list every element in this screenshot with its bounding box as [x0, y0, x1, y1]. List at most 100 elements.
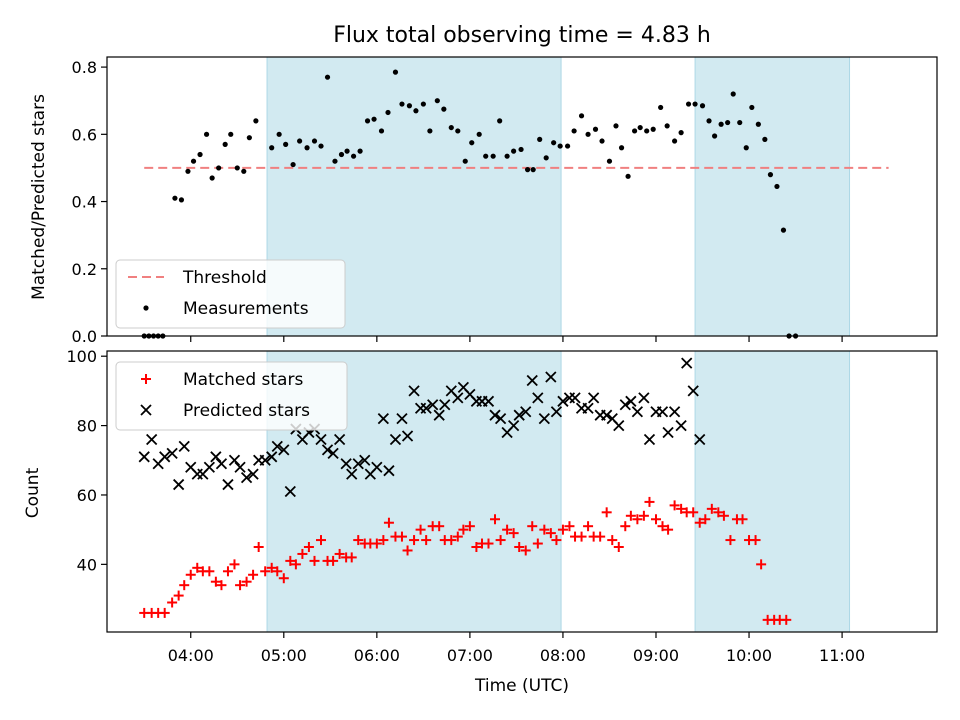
measurement-point — [413, 108, 419, 114]
matched-star-marker — [278, 573, 289, 584]
matched-star-marker — [471, 542, 482, 553]
predicted-star-marker — [526, 374, 538, 387]
legend-box — [115, 259, 346, 329]
measurement-point — [762, 136, 768, 142]
matched-star-marker — [725, 535, 736, 546]
legend-entry: Matched stars — [141, 370, 303, 390]
measurement-point — [504, 153, 510, 159]
y-tick-label: 100 — [66, 347, 97, 366]
y-tick-label: 40 — [77, 555, 97, 574]
predicted-star-marker — [662, 426, 674, 439]
predicted-star-marker — [675, 419, 687, 432]
legend: Matched stars Predicted stars — [115, 361, 348, 431]
measurement-point — [246, 135, 252, 141]
matched-star-marker — [309, 555, 320, 566]
matched-star-marker — [383, 517, 394, 528]
measurement-point — [371, 116, 377, 122]
matched-star-marker — [625, 510, 636, 521]
predicted-star-marker — [215, 458, 228, 470]
measurement-point — [530, 167, 536, 173]
matched-star-marker — [179, 580, 190, 591]
predicted-star-marker — [489, 409, 501, 421]
predicted-star-marker — [389, 433, 402, 446]
axes-frame — [106, 56, 938, 337]
predicted-star-marker — [694, 433, 706, 446]
measurement-point — [524, 167, 531, 173]
measurement-point — [222, 141, 228, 147]
measurement-point — [678, 130, 684, 136]
count-panel: 40 60 80 100 04:00 05:00 06:00 07:00 08:00 09:00 1… — [66, 347, 938, 665]
measurement-point — [350, 153, 357, 159]
matched-star-marker — [551, 535, 562, 546]
predicted-star-marker — [507, 419, 520, 432]
matched-star-marker — [285, 555, 296, 566]
measurement-point — [283, 141, 289, 147]
measurement-point — [557, 143, 563, 149]
predicted-star-marker — [321, 444, 334, 456]
matched-star-marker — [371, 538, 382, 549]
matched-star-marker — [303, 542, 314, 553]
matched-star-marker — [520, 545, 531, 556]
matched-star-marker — [210, 576, 221, 587]
matched-star-marker — [260, 566, 271, 577]
measurement-point — [543, 155, 549, 161]
measurement-point — [767, 172, 774, 178]
measurement-point — [427, 128, 433, 134]
chart-title: Flux total observing time = 4.83 h — [333, 23, 711, 48]
matched-star-marker — [576, 531, 587, 542]
predicted-star-marker — [222, 478, 234, 491]
predicted-star-marker — [538, 413, 550, 425]
ratio-panel: 0.0 0.2 0.4 0.6 0.8 Threshold Measurements — [72, 56, 938, 346]
measurement-point — [743, 145, 749, 151]
predicted-star-marker — [532, 392, 544, 404]
matched-star-marker — [663, 524, 674, 535]
predicted-star-marker — [352, 458, 364, 470]
matched-star-marker — [346, 552, 357, 563]
x-tick-label: 04:00 — [168, 646, 214, 665]
predicted-star-marker — [656, 406, 669, 418]
measurement-point — [637, 124, 643, 131]
matched-star-marker — [539, 524, 550, 535]
predicted-star-marker — [259, 454, 271, 466]
matched-star-marker — [688, 507, 699, 518]
measurement-point — [434, 98, 440, 104]
predicted-star-marker — [346, 468, 358, 480]
y-tick-label: 0.6 — [72, 125, 97, 144]
predicted-star-marker — [420, 402, 432, 414]
measurement-point — [197, 151, 203, 158]
matched-star-marker — [216, 580, 227, 591]
matched-star-marker — [483, 538, 494, 549]
predicted-star-marker — [494, 413, 507, 425]
measurement-point — [725, 119, 731, 126]
y-tick-label: 0.8 — [72, 58, 97, 77]
measurement-point — [483, 153, 489, 159]
matched-star-marker — [495, 535, 506, 546]
predicted-star-marker — [166, 447, 178, 459]
matched-star-marker — [502, 524, 513, 535]
measurement-point — [644, 128, 650, 134]
observing-window-band — [694, 350, 851, 633]
measurement-point — [406, 103, 413, 109]
matched-star-marker — [378, 535, 389, 546]
matched-star-marker — [334, 548, 345, 559]
predicted-star-marker — [315, 433, 327, 446]
matched-star-marker — [415, 524, 426, 535]
measurement-point — [692, 101, 698, 107]
matched-star-marker — [452, 531, 463, 542]
legend: Threshold Measurements — [115, 259, 346, 329]
matched-star-marker — [564, 521, 575, 532]
measurement-point — [190, 158, 197, 164]
legend-entry: Measurements — [143, 299, 309, 319]
measurement-point — [203, 131, 210, 137]
predicted-star-marker — [482, 395, 495, 407]
measurement-point — [490, 153, 496, 159]
legend-label: Measurements — [183, 299, 309, 319]
measurement-point — [441, 106, 447, 112]
x-tick-label: 11:00 — [819, 646, 865, 665]
matched-star-marker — [446, 535, 457, 546]
matched-star-marker — [266, 562, 277, 573]
y-tick-label: 80 — [77, 417, 97, 436]
predicted-star-marker — [210, 451, 222, 463]
measurement-point — [338, 151, 345, 158]
measurement-point — [269, 145, 275, 151]
